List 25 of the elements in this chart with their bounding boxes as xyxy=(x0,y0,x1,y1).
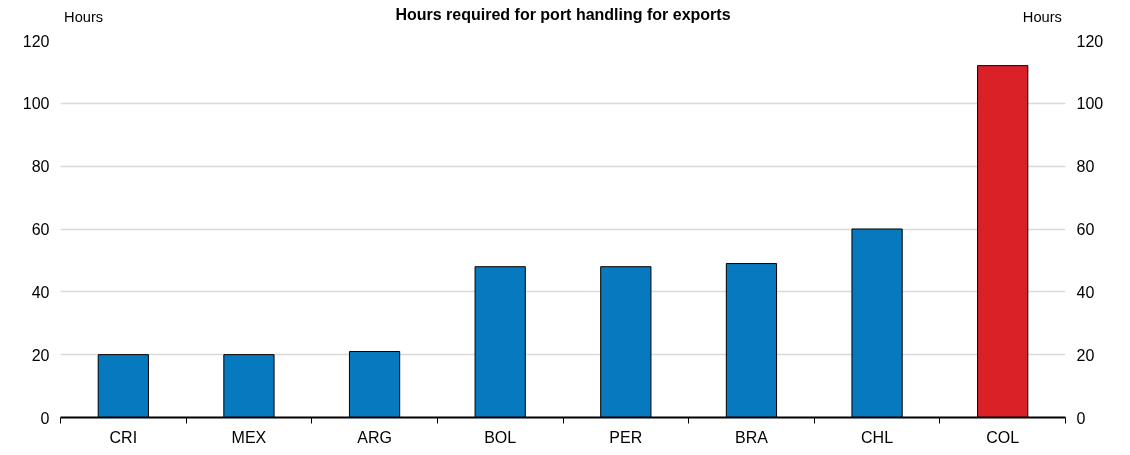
y-tick-label: 60 xyxy=(31,221,50,238)
x-tick-label: PER xyxy=(609,428,643,446)
y2-axis-title: Hours xyxy=(1022,8,1062,25)
x-tick-label: ARG xyxy=(357,428,392,446)
y-tick-label: 0 xyxy=(40,409,50,427)
x-tick-label: BRA xyxy=(734,428,769,446)
y-tick-label: 20 xyxy=(31,346,50,364)
x-tick-label: CRI xyxy=(109,428,138,446)
y-axis-title: Hours xyxy=(64,8,104,25)
y2-tick-label: 120 xyxy=(1076,32,1104,50)
y-tick-label: 100 xyxy=(22,95,50,113)
y-tick-label: 40 xyxy=(31,283,50,301)
y2-tick-label: 80 xyxy=(1076,158,1095,176)
chart-title: Hours required for port handling for exports xyxy=(395,6,731,23)
x-tick-label: BOL xyxy=(484,428,517,446)
x-tick-label: COL xyxy=(986,428,1020,446)
y2-tick-label: 20 xyxy=(1076,346,1095,364)
x-tick-label: CHL xyxy=(861,428,894,446)
y2-tick-label: 100 xyxy=(1076,95,1104,113)
y2-tick-label: 60 xyxy=(1076,221,1095,238)
y-tick-label: 120 xyxy=(22,32,50,50)
y2-tick-label: 0 xyxy=(1076,409,1086,427)
y2-tick-label: 40 xyxy=(1076,283,1095,301)
x-tick-label: MEX xyxy=(231,428,267,446)
y-tick-label: 80 xyxy=(31,158,50,176)
